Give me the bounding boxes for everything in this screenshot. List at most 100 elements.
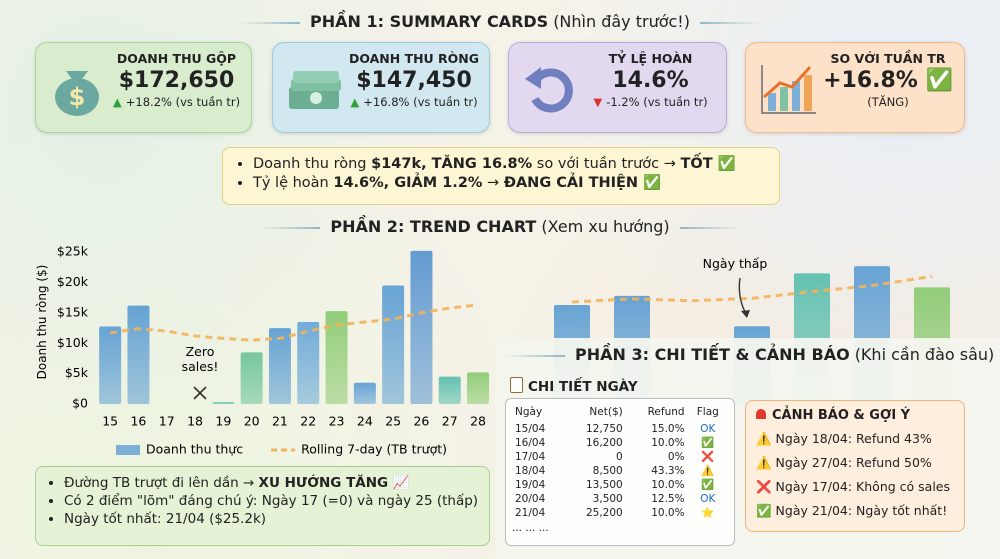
annotation: Zero sales! — [182, 344, 219, 374]
bullet: Đường TB trượt đi lên dần → XU HƯỚNG TĂN… — [64, 475, 481, 491]
card-text: SO VỚI TUẦN TR +16.8% ✅ (TĂNG) — [816, 51, 960, 109]
summary-card: $ DOANH THU GỘP $172,650 ▲ +18.2% (vs tuần t… — [35, 42, 252, 133]
card-change-text: (TĂNG) — [867, 95, 909, 109]
table-row: 15/04 12,750 15.0% OK — [512, 422, 728, 436]
arrow-head — [741, 310, 750, 318]
table-cell: 10.0% — [651, 437, 685, 449]
header-cell: Net($) — [589, 406, 623, 418]
card-arrow: ▼ — [593, 95, 603, 109]
summary-card: SO VỚI TUẦN TR +16.8% ✅ (TĂNG) — [745, 42, 965, 133]
annotation-line: Zero — [186, 344, 215, 359]
card-change: ▲ +18.2% (vs tuần tr) — [106, 95, 247, 109]
y-tick-label: $25k — [57, 244, 89, 259]
table-cell: ✅ — [701, 479, 715, 491]
bar — [240, 352, 263, 404]
trend-notes: Đường TB trượt đi lên dần → XU HƯỚNG TĂN… — [35, 466, 490, 546]
legend-label: Rolling 7-day (TB trượt) — [301, 442, 447, 457]
detail-table-box: Ngày Net($) Refund Flag 15/04 12,750 15.0% OK 16… — [505, 398, 735, 546]
bullet-part: XU HƯỚNG TĂNG 📈 — [258, 475, 410, 491]
bullet: Doanh thu ròng $147k, TĂNG 16.8% so với … — [253, 155, 769, 172]
x-tick-label: 23 — [329, 414, 345, 429]
table-cell: OK — [700, 493, 716, 505]
bullet-part: Có 2 điểm "lõm" đáng chú ý: Ngày 17 (=0)… — [64, 493, 479, 509]
bullet-part: 14.6%, GIẢM 1.2% — [333, 175, 483, 191]
card-icon — [519, 57, 581, 119]
table-cell: 13,500 — [585, 479, 623, 491]
table-cell: 21/04 — [515, 507, 546, 519]
bar — [325, 311, 348, 404]
x-tick-label: 25 — [385, 414, 401, 429]
card-change: ▲ +16.8% (vs tuần tr) — [343, 95, 485, 109]
divider — [505, 354, 565, 357]
y-tick-label: $20k — [57, 274, 89, 289]
table-cell: 15.0% — [651, 423, 685, 435]
table-cell: 16,200 — [585, 437, 623, 449]
x-tick-label: 18 — [187, 414, 203, 429]
y-tick-label: $10k — [57, 335, 89, 350]
legend-label: Doanh thu thực — [146, 442, 243, 457]
table-cell: 10.0% — [651, 507, 685, 519]
bullet-part: Ngày tốt nhất: 21/04 ($25.2k) — [64, 511, 267, 527]
header-cell: Refund — [647, 406, 685, 418]
table-cell: OK — [700, 423, 716, 435]
table-cell: 8,500 — [592, 465, 623, 477]
alert-item: ⚠️ Ngày 27/04: Refund 50% — [756, 455, 932, 470]
table-cell: 20/04 — [515, 493, 546, 505]
x-tick-label: 19 — [215, 414, 231, 429]
bar — [353, 382, 376, 404]
table-cell: 15/04 — [515, 423, 546, 435]
card-text: DOANH THU GỘP $172,650 ▲ +18.2% (vs tuần tr… — [106, 51, 247, 109]
divider — [679, 226, 740, 229]
alert-item: ❌ Ngày 17/04: Không có sales — [756, 479, 951, 494]
table-cell: 18/04 — [515, 465, 546, 477]
table-cell: 3,500 — [592, 493, 623, 505]
y-tick-label: $0 — [72, 396, 88, 411]
section-subtitle: (Nhìn đây trước!) — [553, 12, 690, 31]
bar — [127, 305, 150, 404]
card-text: DOANH THU RÒNG $147,450 ▲ +16.8% (vs tuần t… — [343, 51, 485, 109]
table-cell: 19/04 — [515, 479, 546, 491]
details-title: CHI TIẾT NGÀY — [510, 377, 638, 395]
table-cell: 16/04 — [515, 437, 546, 449]
bullet: Ngày tốt nhất: 21/04 ($25.2k) — [64, 511, 481, 527]
legend-swatch — [116, 445, 140, 455]
x-tick-label: 26 — [413, 414, 429, 429]
card-change: (TĂNG) — [816, 95, 960, 109]
header-cell: Flag — [696, 406, 719, 418]
bullet: Có 2 điểm "lõm" đáng chú ý: Ngày 17 (=0)… — [64, 493, 481, 509]
table-row: 20/04 3,500 12.5% OK — [512, 492, 728, 506]
card-value: 14.6% — [612, 68, 689, 93]
x-tick-label: 27 — [442, 414, 458, 429]
table-cell: ⭐ — [701, 507, 715, 519]
clipboard-icon — [510, 377, 523, 393]
card-change-text: +18.2% (vs tuần tr) — [125, 95, 241, 109]
details-title-text: CHI TIẾT NGÀY — [528, 379, 638, 395]
alerts-title-text: CẢNH BÁO & GỢI Ý — [772, 408, 911, 423]
table-row: 18/04 8,500 43.3% ⚠️ — [512, 464, 728, 478]
card-value: $147,450 — [356, 68, 472, 93]
card-change: ▼ -1.2% (vs tuần tr) — [579, 95, 722, 109]
table-more: ... ... ... — [512, 522, 549, 534]
divider — [699, 21, 760, 24]
x-tick-label: 21 — [272, 414, 288, 429]
bar — [99, 326, 122, 404]
bullet-part: ĐANG CẢI THIỆN ✅ — [503, 175, 662, 191]
table-cell: 12.5% — [651, 493, 685, 505]
bullet: Tỷ lệ hoàn 14.6%, GIẢM 1.2% → ĐANG CẢI T… — [253, 174, 769, 191]
table-header: Ngày Net($) Refund Flag — [512, 405, 728, 422]
section-header: PHẦN 3: CHI TIẾT & CẢNH BÁO (Khi cần đào … — [495, 345, 1000, 364]
alerts-title: CẢNH BÁO & GỢI Ý — [756, 408, 954, 423]
table-cell: 12,750 — [585, 423, 623, 435]
annotation-line: sales! — [182, 359, 219, 374]
x-tick-label: 20 — [244, 414, 260, 429]
rolling-line — [109, 303, 479, 342]
card-label: SO VỚI TUẦN TR — [830, 51, 946, 66]
annotation: Ngày thấp — [703, 256, 768, 271]
card-text: TỶ LỆ HOÀN 14.6% ▼ -1.2% (vs tuần tr) — [579, 51, 722, 109]
card-arrow: ▲ — [350, 95, 360, 109]
bar — [467, 372, 490, 404]
card-label: TỶ LỆ HOÀN — [608, 51, 693, 66]
y-tick-label: $5k — [65, 365, 89, 380]
rolling-line — [571, 274, 933, 304]
